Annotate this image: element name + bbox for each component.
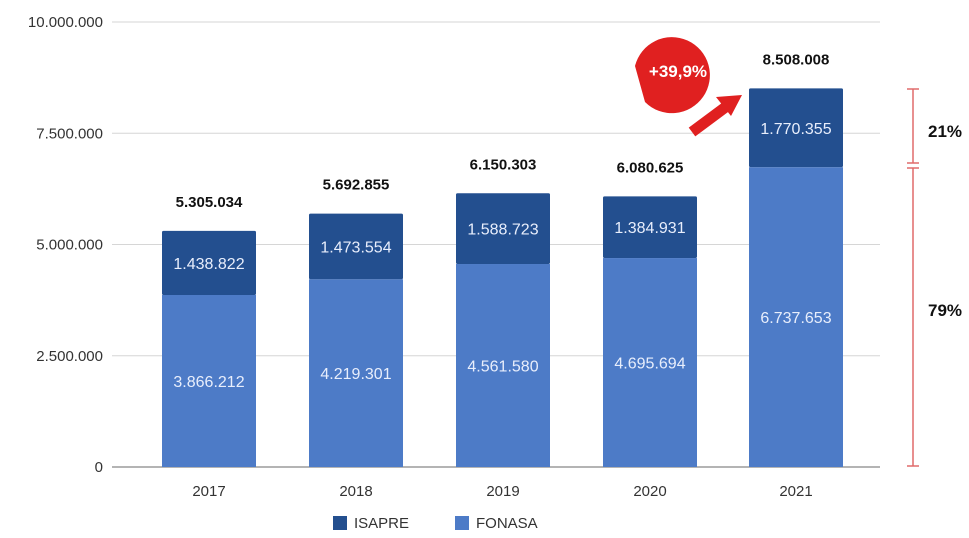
data-label-isapre: 1.384.931 [614, 220, 685, 237]
x-tick-label: 2020 [633, 483, 666, 500]
legend-swatch-fonasa [455, 516, 469, 530]
growth-badge-bubble [635, 37, 710, 114]
isapre-share-label: 21% [928, 122, 962, 141]
fonasa-share-bracket [907, 167, 919, 467]
data-label-fonasa: 3.866.212 [173, 374, 244, 391]
total-label: 5.305.034 [176, 194, 243, 211]
growth-arrow-icon [688, 95, 742, 137]
y-tick-label: 5.000.000 [36, 237, 103, 254]
share-brackets: 21% 79% [907, 88, 962, 467]
total-label: 6.150.303 [470, 156, 537, 173]
bar-fonasa [603, 258, 697, 467]
data-label-isapre: 1.438.822 [173, 256, 244, 273]
isapre-share-bracket [907, 88, 919, 164]
fonasa-share-label: 79% [928, 301, 962, 320]
legend-swatch-isapre [333, 516, 347, 530]
bar-isapre [162, 230, 256, 295]
legend-label-fonasa: FONASA [476, 515, 538, 532]
legend-label-isapre: ISAPRE [354, 515, 409, 532]
bar-fonasa [456, 264, 550, 467]
y-tick-label: 0 [95, 459, 103, 476]
total-label: 8.508.008 [763, 51, 830, 68]
y-tick-label: 7.500.000 [36, 125, 103, 142]
bar-isapre [309, 213, 403, 280]
x-tick-label: 2021 [779, 483, 812, 500]
growth-badge-label: +39,9% [649, 62, 707, 81]
bar-fonasa [749, 167, 843, 467]
data-label-isapre: 1.473.554 [320, 239, 391, 256]
data-label-fonasa: 4.561.580 [467, 359, 538, 376]
total-label: 5.692.855 [323, 177, 390, 194]
y-tick-label: 10.000.000 [28, 14, 103, 31]
data-label-fonasa: 6.737.653 [760, 310, 831, 327]
bar-isapre [603, 196, 697, 259]
x-tick-label: 2019 [486, 483, 519, 500]
data-label-isapre: 1.770.355 [760, 121, 831, 138]
data-label-fonasa: 4.219.301 [320, 366, 391, 383]
data-label-isapre: 1.588.723 [467, 222, 538, 239]
bar-isapre [749, 88, 843, 168]
data-label-fonasa: 4.695.694 [614, 356, 685, 373]
y-tick-label: 2.500.000 [36, 348, 103, 365]
x-tick-label: 2017 [192, 483, 225, 500]
bar-fonasa [309, 279, 403, 467]
total-label: 6.080.625 [617, 159, 684, 176]
bar-isapre [456, 193, 550, 265]
x-axis-ticks: 2017 2018 2019 2020 2021 [192, 483, 812, 500]
growth-annotation: +39,9% [635, 37, 742, 137]
x-tick-label: 2018 [339, 483, 372, 500]
bars: 3.866.212 1.438.822 5.305.034 4.219.301 1.47… [162, 51, 843, 467]
bar-fonasa [162, 294, 256, 467]
legend: ISAPRE FONASA [333, 515, 538, 532]
y-axis-ticks: 0 2.500.000 5.000.000 7.500.000 10.000.000 [28, 14, 103, 476]
